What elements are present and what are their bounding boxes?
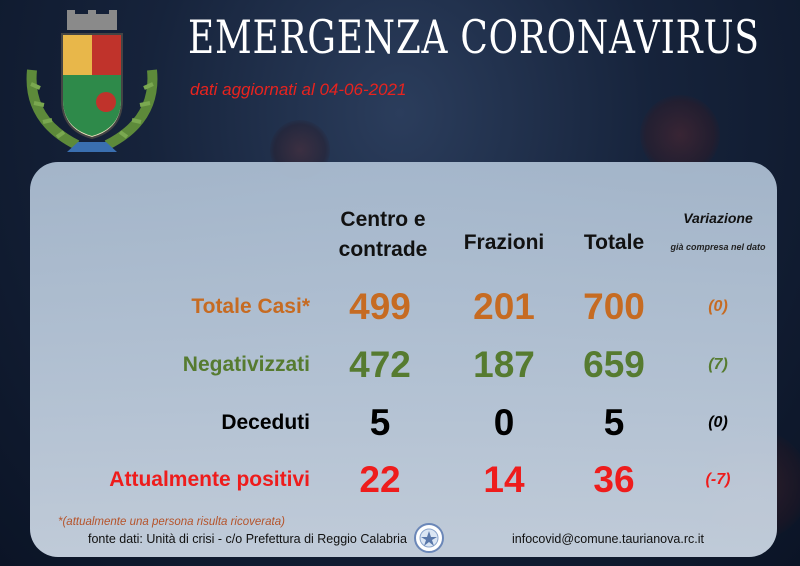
page-title: EMERGENZA CORONAVIRUS [188,10,760,64]
value-centro: 472 [349,344,411,385]
column-header-variazione: Variazione [683,210,753,226]
value-totale: 36 [593,459,635,500]
value-frazioni: 187 [473,344,535,385]
virus-decoration [640,95,720,175]
value-totale: 700 [583,286,645,327]
data-panel [30,162,777,557]
column-header-centro: Centro e contrade [338,208,428,261]
value-centro: 22 [359,459,401,500]
row-label: Attualmente positivi [109,468,310,491]
footnote: *(attualmente una persona risulta ricove… [58,516,285,528]
value-centro: 5 [369,402,391,443]
row-label: Deceduti [221,411,310,434]
table-row-totale-casi: Totale Casi* 499 201 700 (0) [0,282,800,332]
update-date: dati aggiornati al 04-06-2021 [190,80,407,99]
value-variazione: (-7) [705,471,731,488]
value-variazione: (0) [708,298,728,315]
row-label: Negativizzati [182,353,310,376]
value-variazione: (0) [708,414,728,431]
prefettura-seal-icon [414,523,444,553]
value-centro: 499 [349,286,411,327]
value-totale: 5 [603,402,625,443]
column-header-totale: Totale [583,231,645,254]
value-frazioni: 201 [473,286,535,327]
table-row-deceduti: Deceduti 5 0 5 (0) [0,398,800,448]
value-variazione: (7) [708,356,728,373]
table-row-attualmente-positivi: Attualmente positivi 22 14 36 (-7) [0,455,800,505]
table-row-negativizzati: Negativizzati 472 187 659 (7) [0,340,800,390]
variazione-note: già compresa nel dato [670,242,766,252]
contact-email: infocovid@comune.taurianova.rc.it [512,532,704,546]
municipal-crest-icon [26,10,158,152]
value-totale: 659 [583,344,645,385]
value-frazioni: 14 [483,459,525,500]
row-label: Totale Casi* [191,295,310,318]
column-header-frazioni: Frazioni [463,231,545,254]
value-frazioni: 0 [493,402,515,443]
data-source: fonte dati: Unità di crisi - c/o Prefett… [88,532,407,546]
